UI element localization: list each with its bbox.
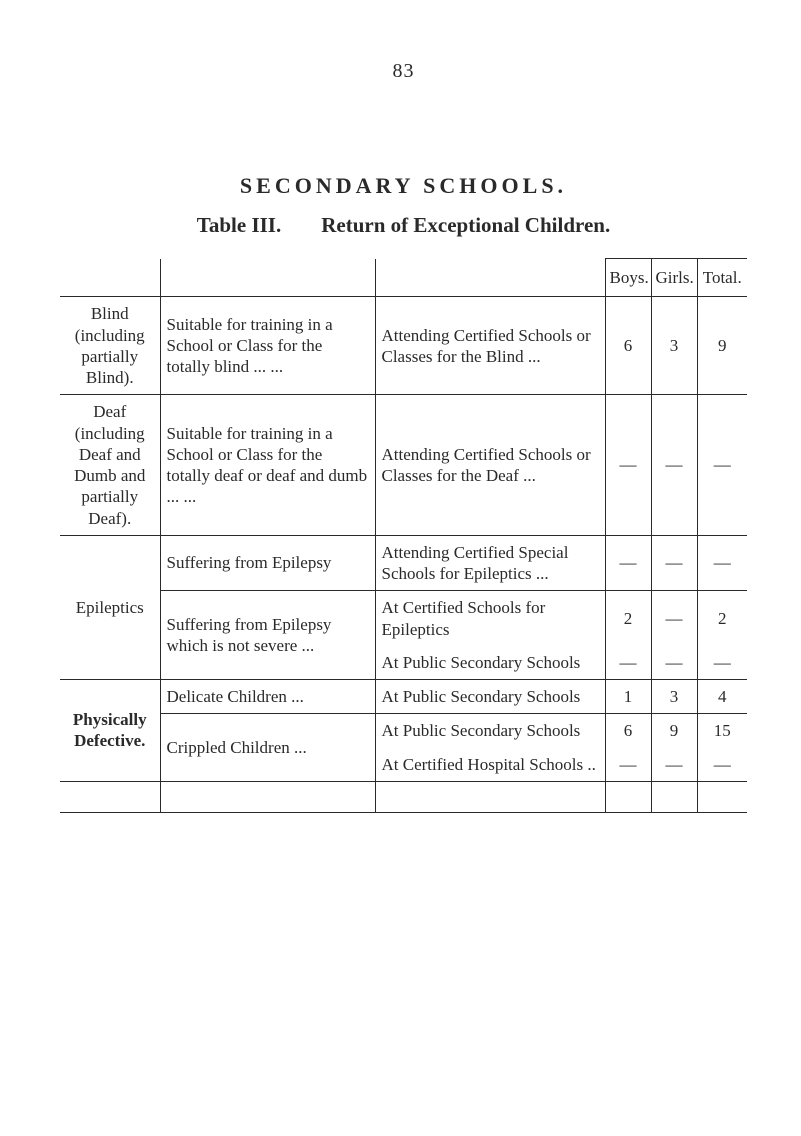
spacer-cell xyxy=(605,781,651,812)
spacer-cell xyxy=(160,781,375,812)
row-physical-1: Physically Defective. Delicate Children … xyxy=(60,680,747,714)
header-boys: Boys. xyxy=(605,259,651,297)
table-header-row: Boys. Girls. Total. xyxy=(60,259,747,297)
spacer-cell xyxy=(697,781,747,812)
cell-epi2b-total: — xyxy=(697,646,747,680)
spacer-cell xyxy=(60,781,160,812)
cell-blind-condition: Suitable for training in a School or Cla… xyxy=(160,297,375,395)
cell-blind-boys: 6 xyxy=(605,297,651,395)
cell-phys1-boys: 1 xyxy=(605,680,651,714)
spacer-cell xyxy=(651,781,697,812)
cell-deaf-category: Deaf (including Deaf and Dumb and partia… xyxy=(60,395,160,536)
cell-epi2a-total: 2 xyxy=(697,591,747,646)
row-epileptics-1: Epileptics Suffering from Epilepsy Atten… xyxy=(60,535,747,591)
cell-phys2b-attending: At Certified Hospital Schools .. xyxy=(375,748,605,782)
cell-phys1-total: 4 xyxy=(697,680,747,714)
cell-blind-girls: 3 xyxy=(651,297,697,395)
cell-blind-category: Blind (including partially Blind). xyxy=(60,297,160,395)
cell-epi2a-girls: — xyxy=(651,591,697,646)
cell-epi2b-attending: At Public Secondary Schools xyxy=(375,646,605,680)
header-blank-2 xyxy=(160,259,375,297)
cell-phys1-attending: At Public Secondary Schools xyxy=(375,680,605,714)
row-bottom-spacer xyxy=(60,781,747,812)
cell-epi2-condition: Suffering from Epilepsy which is not sev… xyxy=(160,591,375,680)
cell-epi2a-attending: At Certified Schools for Epileptics xyxy=(375,591,605,646)
cell-blind-attending: Attending Certified Schools or Classes f… xyxy=(375,297,605,395)
cell-epi1-girls: — xyxy=(651,535,697,591)
cell-phys1-condition: Delicate Children ... xyxy=(160,680,375,714)
cell-deaf-attending: Attending Certified Schools or Classes f… xyxy=(375,395,605,536)
exceptional-children-table: Boys. Girls. Total. Blind (including par… xyxy=(60,258,747,813)
header-blank-3 xyxy=(375,259,605,297)
cell-epi1-total: — xyxy=(697,535,747,591)
document-page: 83 SECONDARY SCHOOLS. Table III. Return … xyxy=(0,0,801,853)
cell-deaf-boys: — xyxy=(605,395,651,536)
cell-phys2a-attending: At Public Secondary Schools xyxy=(375,714,605,748)
cell-epi2b-girls: — xyxy=(651,646,697,680)
cell-epileptics-category: Epileptics xyxy=(60,535,160,679)
row-epileptics-2a: Suffering from Epilepsy which is not sev… xyxy=(60,591,747,646)
cell-phys2a-boys: 6 xyxy=(605,714,651,748)
header-girls: Girls. xyxy=(651,259,697,297)
cell-deaf-condition: Suitable for training in a School or Cla… xyxy=(160,395,375,536)
cell-phys1-girls: 3 xyxy=(651,680,697,714)
cell-phys2-condition: Crippled Children ... xyxy=(160,714,375,782)
header-total: Total. xyxy=(697,259,747,297)
row-deaf: Deaf (including Deaf and Dumb and partia… xyxy=(60,395,747,536)
row-blind: Blind (including partially Blind). Suita… xyxy=(60,297,747,395)
cell-deaf-total: — xyxy=(697,395,747,536)
cell-epi1-boys: — xyxy=(605,535,651,591)
table-caption: Table III. Return of Exceptional Childre… xyxy=(60,213,747,238)
cell-epi1-attending: Attending Certified Special Schools for … xyxy=(375,535,605,591)
cell-epi2b-boys: — xyxy=(605,646,651,680)
table-title: Return of Exceptional Children. xyxy=(321,213,610,238)
cell-phys2a-total: 15 xyxy=(697,714,747,748)
section-heading: SECONDARY SCHOOLS. xyxy=(60,173,747,199)
table-label: Table III. xyxy=(197,213,281,238)
spacer-cell xyxy=(375,781,605,812)
cell-epi2a-boys: 2 xyxy=(605,591,651,646)
cell-phys2b-total: — xyxy=(697,748,747,782)
cell-epi1-condition: Suffering from Epilepsy xyxy=(160,535,375,591)
cell-phys2b-girls: — xyxy=(651,748,697,782)
row-physical-2a: Crippled Children ... At Public Secondar… xyxy=(60,714,747,748)
header-blank-1 xyxy=(60,259,160,297)
cell-physical-category: Physically Defective. xyxy=(60,680,160,782)
cell-phys2a-girls: 9 xyxy=(651,714,697,748)
cell-blind-total: 9 xyxy=(697,297,747,395)
page-number: 83 xyxy=(60,60,747,83)
cell-phys2b-boys: — xyxy=(605,748,651,782)
cell-deaf-girls: — xyxy=(651,395,697,536)
